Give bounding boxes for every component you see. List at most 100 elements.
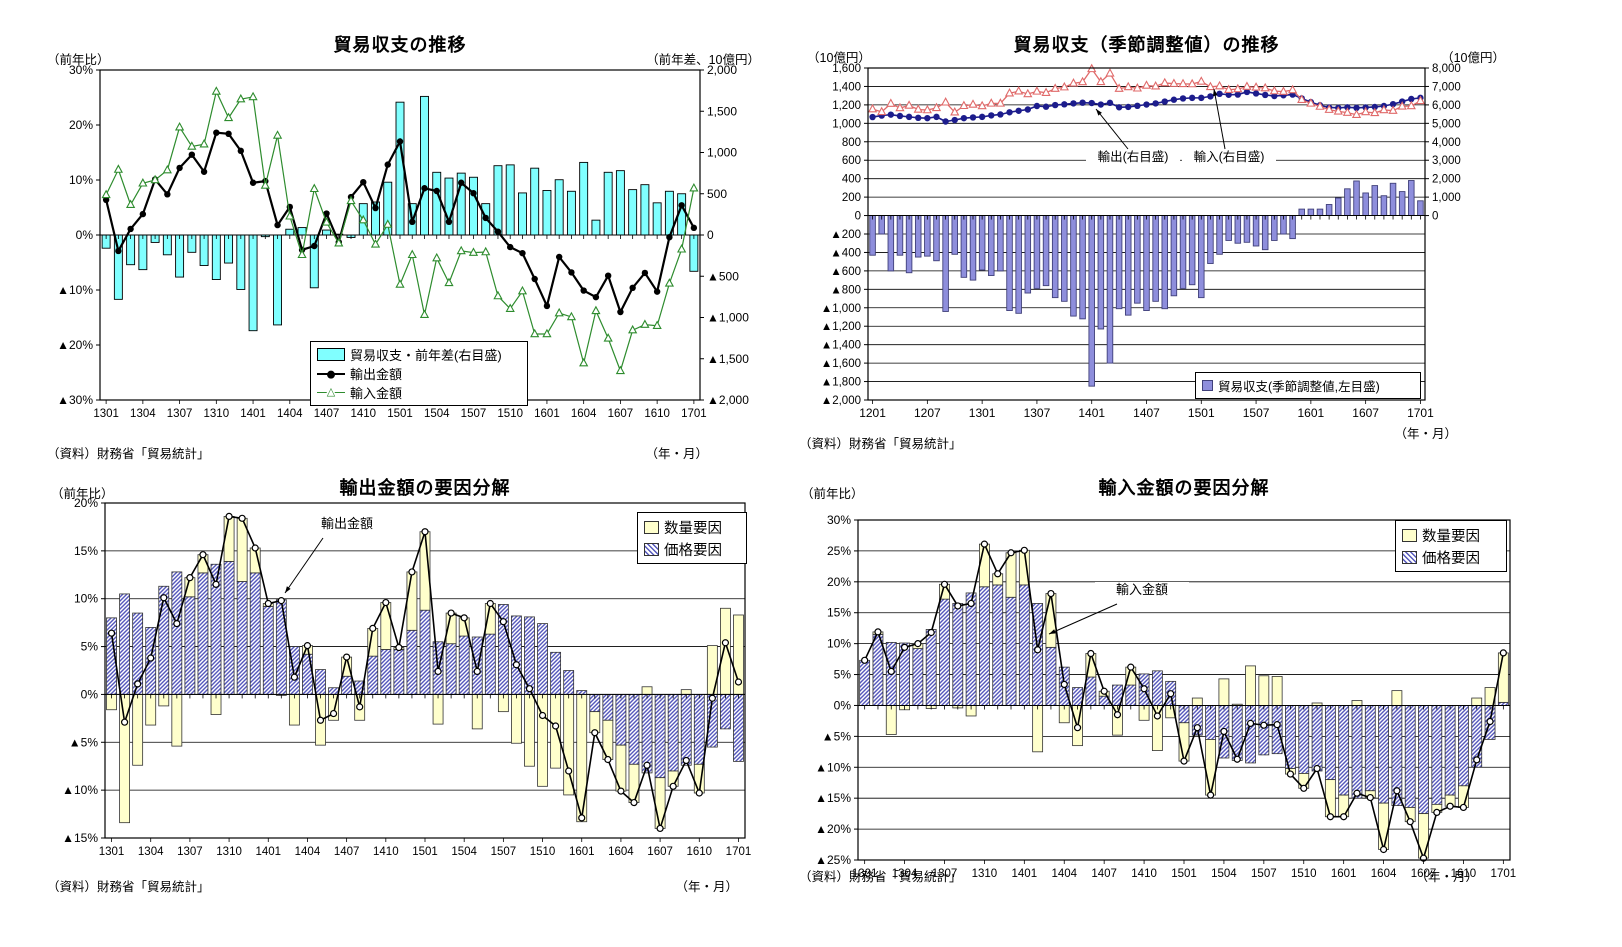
y-left-tick-labels: 20% 15% 10% 5% 0% ▲5% ▲10% ▲15% (62, 496, 105, 845)
svg-text:▲10%: ▲10% (62, 783, 98, 797)
svg-text:▲500: ▲500 (707, 269, 739, 283)
svg-text:▲20%: ▲20% (815, 822, 851, 836)
legend-label: 貿易収支(季節調整値,左目盛) (1218, 380, 1380, 394)
chart-title: 貿易収支の推移 (333, 35, 467, 55)
svg-text:▲1,500: ▲1,500 (707, 352, 749, 366)
svg-text:30%: 30% (827, 513, 851, 527)
y-right-tick-labels: 2,000 1,500 1,000 500 0 ▲500 ▲1,000 ▲1,500 ▲2,00… (700, 63, 749, 407)
left-axis-unit: （10億円） (807, 51, 871, 65)
legend: 数量要因 価格要因 (637, 512, 747, 564)
svg-text:10%: 10% (827, 637, 851, 651)
legend-label: 価格要因 (1422, 550, 1480, 567)
svg-text:1,000: 1,000 (832, 118, 861, 130)
svg-text:1701: 1701 (1407, 406, 1434, 420)
chart-title: 貿易収支（季節調整値）の推移 (1013, 35, 1280, 55)
svg-text:1301: 1301 (969, 406, 996, 420)
quantity-swatch (644, 520, 659, 534)
svg-text:15%: 15% (827, 606, 851, 620)
annotation-arrow (1048, 603, 1118, 635)
svg-text:▲400: ▲400 (830, 247, 861, 259)
svg-text:5%: 5% (834, 668, 852, 682)
chart-title: 輸入金額の要因分解 (1098, 478, 1270, 498)
export-line (869, 88, 1424, 125)
svg-text:1,500: 1,500 (707, 104, 737, 118)
y-left-tick-labels: 30% 25% 20% 15% 10% 5% 0% ▲5% ▲10% ▲15% ▲20% ▲25% (815, 513, 858, 867)
svg-text:0: 0 (1432, 211, 1438, 223)
x-tick-labels: 1301 1304 1307 1310 1401 1404 1407 1410 1501 1504… (852, 860, 1516, 880)
svg-text:1601: 1601 (1331, 868, 1357, 880)
svg-text:▲600: ▲600 (830, 266, 861, 278)
legend-label: 輸出金額 (350, 367, 403, 382)
chart-trade-balance-sa: 1,600 1,400 1,200 1,000 800 600 400 200 0 ▲200 ▲40… (795, 25, 1515, 465)
x-tick-labels: 1301 1304 1307 1310 1401 1404 1407 1410 1501 1504… (93, 400, 707, 420)
svg-text:0%: 0% (81, 687, 99, 701)
svg-text:1410: 1410 (350, 408, 376, 420)
export-value-annotation: 輸出金額 (300, 516, 394, 531)
svg-text:500: 500 (707, 187, 727, 201)
import-decomposition-plot: 30%25%20%15%10%5%0%▲5%▲10%▲15%▲20%▲25%13… (815, 513, 1516, 880)
annotation-arrow (1212, 88, 1226, 150)
y-right-tick-labels: 8,000 7,000 6,000 5,000 4,000 3,000 2,000 1,000… (1425, 63, 1461, 223)
svg-text:▲15%: ▲15% (815, 791, 851, 805)
import-line (867, 63, 1426, 119)
svg-text:▲25%: ▲25% (815, 853, 851, 867)
legend-item-balance-sa: 貿易収支(季節調整値,左目盛) (1202, 376, 1414, 395)
svg-text:1207: 1207 (914, 406, 941, 420)
svg-text:20%: 20% (69, 118, 93, 132)
svg-text:1601: 1601 (534, 408, 560, 420)
svg-text:▲10%: ▲10% (815, 760, 851, 774)
legend: 貿易収支(季節調整値,左目盛) (1195, 372, 1421, 399)
open-triangle-icon: △ (326, 386, 336, 399)
svg-text:▲1,000: ▲1,000 (821, 303, 861, 315)
legend-item-balance: 貿易収支・前年差(右目盛) (317, 345, 521, 364)
svg-text:▲2,000: ▲2,000 (707, 393, 749, 407)
svg-text:1607: 1607 (608, 408, 634, 420)
legend-item-price: 価格要因 (1402, 546, 1500, 568)
svg-text:▲200: ▲200 (830, 229, 861, 241)
svg-text:1504: 1504 (1211, 868, 1237, 880)
export-line-swatch (317, 370, 345, 379)
left-axis-unit: （前年比） (801, 487, 864, 501)
import-annotation: 輸入(右目盛) (1182, 150, 1276, 165)
svg-text:1604: 1604 (1371, 868, 1397, 880)
balance-bars (101, 95, 699, 332)
price-swatch (644, 542, 659, 556)
zero-axis (868, 215, 1425, 220)
svg-text:1701: 1701 (726, 846, 752, 858)
svg-text:800: 800 (842, 137, 861, 149)
svg-text:15%: 15% (74, 544, 98, 558)
svg-text:1304: 1304 (130, 408, 156, 420)
chart-title: 輸出金額の要因分解 (339, 478, 511, 498)
x-tick-labels: 1201 1207 1301 1307 1401 1407 1501 1507 1601 1607… (859, 400, 1434, 420)
svg-text:1507: 1507 (461, 408, 487, 420)
export-decomposition-plot: 20% 15% 10% 5% 0% ▲5% ▲10% ▲15%1301 1304 1307 1310… (62, 496, 752, 858)
svg-text:1601: 1601 (569, 846, 595, 858)
svg-text:1310: 1310 (972, 868, 998, 880)
right-axis-unit: （前年差、10億円） (646, 53, 760, 67)
svg-text:0%: 0% (834, 698, 852, 712)
legend-item-quantity: 数量要因 (1402, 524, 1500, 546)
svg-text:1604: 1604 (571, 408, 597, 420)
svg-text:1701: 1701 (1491, 868, 1517, 880)
x-axis-unit: （年・月） (1415, 870, 1478, 884)
export-annotation: 輸出(右目盛) (1086, 150, 1180, 165)
svg-text:1310: 1310 (216, 846, 242, 858)
x-tick-labels: 1301 1304 1307 1310 1401 1404 1407 1410 1501 1504… (99, 838, 752, 858)
svg-text:1404: 1404 (1051, 868, 1077, 880)
svg-text:600: 600 (842, 155, 861, 167)
import-line-swatch: △ (317, 387, 345, 398)
svg-text:400: 400 (842, 174, 861, 186)
balance-bar-swatch (317, 348, 345, 361)
svg-text:8,000: 8,000 (1432, 63, 1461, 75)
svg-text:6,000: 6,000 (1432, 100, 1461, 112)
svg-text:25%: 25% (827, 544, 851, 558)
svg-text:1507: 1507 (1251, 868, 1277, 880)
svg-text:1301: 1301 (99, 846, 125, 858)
svg-text:0: 0 (855, 211, 861, 223)
legend-label: 価格要因 (664, 542, 722, 559)
svg-text:1404: 1404 (277, 408, 303, 420)
svg-text:▲1,600: ▲1,600 (821, 358, 861, 370)
svg-text:7,000: 7,000 (1432, 81, 1461, 93)
import-line (101, 86, 699, 375)
